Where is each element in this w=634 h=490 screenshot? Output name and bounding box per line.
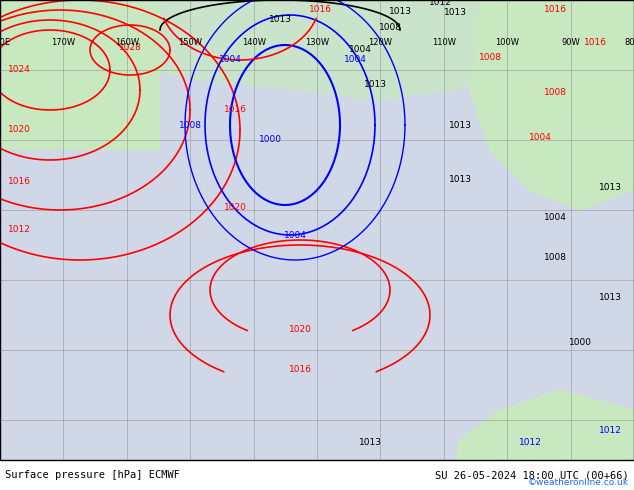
Text: 1016: 1016: [224, 105, 247, 114]
Text: Surface pressure [hPa] ECMWF: Surface pressure [hPa] ECMWF: [5, 470, 180, 480]
Text: 1013: 1013: [448, 175, 472, 185]
Text: 1013: 1013: [444, 8, 467, 17]
Text: 140W: 140W: [242, 38, 266, 47]
Text: 1013: 1013: [358, 438, 382, 446]
Text: 1016: 1016: [583, 38, 607, 47]
Text: 1004: 1004: [529, 133, 552, 142]
Text: 1020: 1020: [288, 325, 311, 335]
Text: ©weatheronline.co.uk: ©weatheronline.co.uk: [528, 478, 629, 487]
Polygon shape: [450, 390, 634, 490]
Text: 1004: 1004: [344, 55, 366, 65]
Polygon shape: [470, 0, 634, 210]
Text: 1012: 1012: [429, 0, 451, 7]
Text: 1012: 1012: [519, 438, 541, 446]
Text: 1004: 1004: [349, 45, 372, 54]
Text: 1020: 1020: [224, 203, 247, 212]
Text: 1016: 1016: [543, 5, 567, 14]
Text: 1016: 1016: [288, 366, 311, 374]
Text: 1008: 1008: [179, 121, 202, 129]
Text: 1004: 1004: [543, 213, 566, 222]
Text: 1013: 1013: [598, 293, 621, 302]
Text: 1020: 1020: [8, 125, 31, 134]
Text: 1013: 1013: [448, 121, 472, 129]
Text: 170W: 170W: [51, 38, 75, 47]
Text: 1013: 1013: [363, 80, 387, 90]
Polygon shape: [0, 0, 160, 150]
Text: 180E: 180E: [0, 38, 11, 47]
Text: 1008: 1008: [543, 88, 567, 97]
Text: 120W: 120W: [368, 38, 392, 47]
Text: 1016: 1016: [8, 177, 31, 187]
Text: 1028: 1028: [119, 44, 141, 52]
FancyBboxPatch shape: [0, 0, 160, 150]
Text: 1013: 1013: [389, 7, 411, 17]
Text: 90W: 90W: [561, 38, 580, 47]
Text: 1012: 1012: [598, 425, 621, 435]
Polygon shape: [0, 0, 634, 100]
Bar: [0, 460, 634, 490]
Text: 80W: 80W: [624, 38, 634, 47]
Text: 1008: 1008: [378, 23, 401, 32]
Text: 150W: 150W: [178, 38, 202, 47]
Text: 1000: 1000: [259, 136, 281, 145]
Text: 1008: 1008: [543, 253, 567, 262]
Text: 1016: 1016: [309, 5, 332, 14]
Text: 1013: 1013: [269, 16, 292, 24]
Text: 1024: 1024: [8, 66, 31, 74]
Text: SU 26-05-2024 18:00 UTC (00+66): SU 26-05-2024 18:00 UTC (00+66): [436, 470, 629, 480]
Text: 100W: 100W: [495, 38, 519, 47]
Text: 130W: 130W: [305, 38, 329, 47]
Text: 160W: 160W: [115, 38, 139, 47]
Text: 1004: 1004: [219, 55, 242, 65]
Text: 1012: 1012: [8, 225, 31, 235]
Text: 1008: 1008: [479, 53, 501, 62]
Text: 1000: 1000: [569, 338, 592, 347]
Text: 1013: 1013: [598, 183, 621, 192]
Text: 1004: 1004: [283, 230, 306, 240]
Text: 110W: 110W: [432, 38, 456, 47]
